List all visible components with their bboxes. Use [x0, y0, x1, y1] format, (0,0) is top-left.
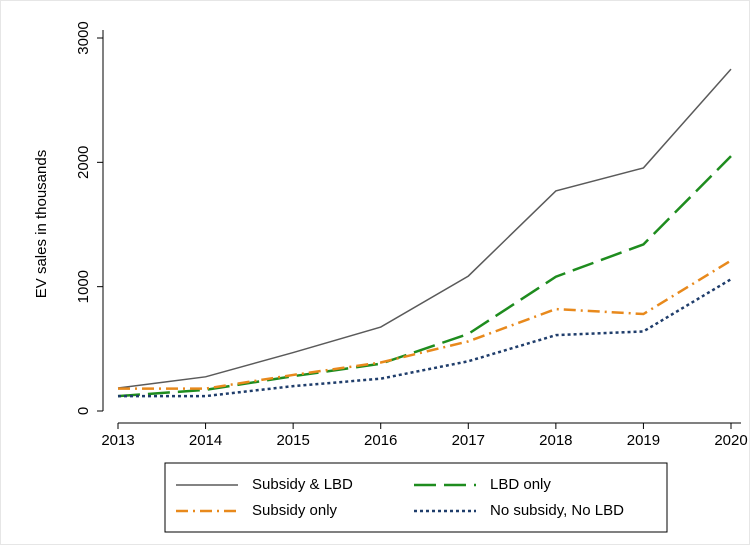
x-tick-label: 2019	[627, 432, 660, 449]
series-line	[118, 278, 732, 398]
x-tick-label: 2015	[276, 432, 309, 449]
series-line	[118, 259, 732, 390]
x-tick-label: 2016	[364, 432, 397, 449]
legend-label: Subsidy & LBD	[252, 476, 353, 493]
x-tick-label: 2013	[101, 432, 134, 449]
x-tick-label: 2014	[189, 432, 222, 449]
legend-box	[164, 462, 668, 533]
y-tick-label: 0	[75, 407, 92, 415]
x-tick-label: 2017	[452, 432, 485, 449]
series-line	[117, 68, 732, 389]
x-tick-label: 2018	[539, 432, 572, 449]
y-tick-label: 2000	[75, 146, 92, 179]
y-tick-label: 3000	[75, 21, 92, 54]
legend-label: LBD only	[490, 476, 551, 493]
legend-label: Subsidy only	[252, 502, 338, 519]
y-tick-label: 1000	[75, 270, 92, 303]
x-tick-label: 2020	[714, 432, 747, 449]
y-axis-label: EV sales in thousands	[33, 150, 50, 298]
legend-label: No subsidy, No LBD	[490, 502, 624, 519]
